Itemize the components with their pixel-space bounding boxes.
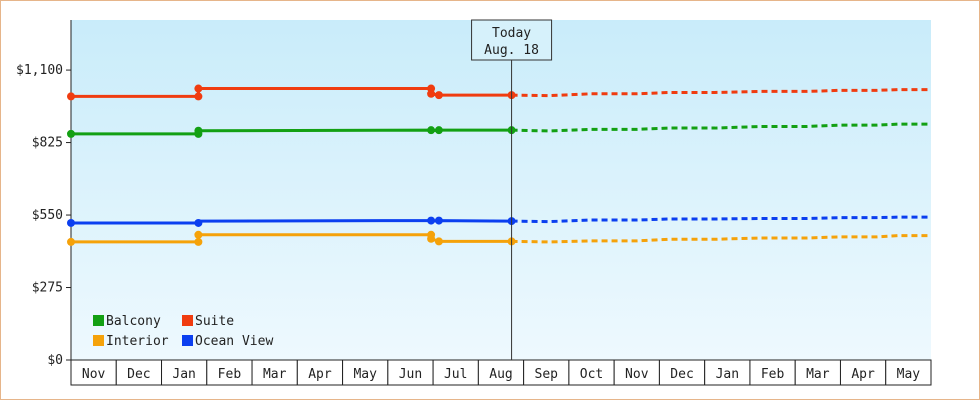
x-tick-box xyxy=(387,359,434,386)
x-tick-label: Sep xyxy=(535,367,559,382)
y-tick-label: $1,100 xyxy=(16,63,63,78)
data-point-interior xyxy=(194,237,203,246)
data-point-suite xyxy=(427,89,436,98)
legend-label-suite: Suite xyxy=(195,314,234,329)
x-tick-box xyxy=(523,359,570,386)
x-tick-label: Jun xyxy=(399,367,422,382)
x-tick-box xyxy=(613,359,660,386)
axes: $0 $275 $550 $825 $1,100 Nov Dec Jan Feb Mar Apr Ma… xyxy=(16,20,932,386)
y-tick-label: $550 xyxy=(32,208,63,223)
today-box xyxy=(471,19,553,61)
data-point-ocean-view xyxy=(194,218,203,227)
x-tick-label: Aug xyxy=(489,367,512,382)
data-point-ocean-view xyxy=(434,216,443,225)
series-projection-suite xyxy=(511,88,931,98)
x-tick-label: Jan xyxy=(172,367,195,382)
data-point-ocean-view xyxy=(67,218,75,227)
data-point-suite xyxy=(434,91,443,100)
data-point-balcony xyxy=(194,126,203,135)
y-tick-label: $275 xyxy=(32,281,63,296)
series-projection-interior xyxy=(511,234,931,244)
legend-label-ocean-view: Ocean View xyxy=(195,334,273,349)
legend-label-interior: Interior xyxy=(106,334,169,349)
data-point-suite xyxy=(67,92,75,101)
legend-swatch-ocean-view xyxy=(182,335,193,346)
x-tick-box xyxy=(206,359,253,386)
x-tick-label: Jan xyxy=(716,367,739,382)
y-tick-label: $0 xyxy=(47,353,63,368)
x-tick-label: Nov xyxy=(82,367,106,382)
y-tick-label: $825 xyxy=(32,136,63,151)
legend-swatch-balcony xyxy=(93,315,104,326)
series-projection-ocean-view xyxy=(511,215,931,224)
series-projection-balcony xyxy=(511,122,931,133)
data-point-ocean-view xyxy=(427,216,436,225)
x-tick-box xyxy=(749,359,796,386)
x-tick-label: Apr xyxy=(851,367,875,382)
x-tick-label: Oct xyxy=(580,367,603,382)
x-tick-label: May xyxy=(897,367,921,382)
data-point-balcony xyxy=(427,126,436,135)
x-tick-label: Dec xyxy=(127,367,150,382)
data-point-interior xyxy=(427,234,436,243)
x-tick-label: Jul xyxy=(444,367,467,382)
data-point-interior xyxy=(67,237,75,246)
x-tick-label: Feb xyxy=(218,367,242,382)
x-tick-label: Nov xyxy=(625,367,649,382)
legend-swatch-suite xyxy=(182,315,193,326)
today-date: Aug. 18 xyxy=(484,43,539,58)
x-tick-label: Feb xyxy=(761,367,785,382)
x-tick-box xyxy=(161,359,208,386)
today-marker: Today Aug. 18 xyxy=(471,19,553,360)
legend-label-balcony: Balcony xyxy=(106,314,161,329)
plot-area xyxy=(71,20,931,360)
x-tick-box xyxy=(839,359,887,386)
today-label: Today xyxy=(492,26,531,41)
x-tick-label: Mar xyxy=(263,367,287,382)
x-tick-box xyxy=(251,359,298,386)
data-point-suite xyxy=(194,84,203,93)
data-point-interior xyxy=(434,237,443,246)
x-tick-box xyxy=(704,359,751,386)
data-point-balcony xyxy=(67,129,75,138)
x-tick-box xyxy=(794,359,841,386)
x-tick-label: May xyxy=(353,367,377,382)
data-point-balcony xyxy=(434,126,443,135)
x-tick-box xyxy=(885,359,932,386)
x-tick-box xyxy=(477,359,525,386)
x-tick-label: Mar xyxy=(806,367,830,382)
legend-swatch-interior xyxy=(93,335,104,346)
series-layer xyxy=(67,84,931,246)
data-point-interior xyxy=(194,230,203,239)
x-tick-label: Apr xyxy=(308,367,332,382)
legend: Balcony Suite Interior Ocean View xyxy=(93,314,273,349)
x-tick-box xyxy=(296,359,344,386)
data-point-suite xyxy=(194,92,203,101)
x-tick-label: Dec xyxy=(670,367,693,382)
x-tick-box xyxy=(568,359,615,386)
